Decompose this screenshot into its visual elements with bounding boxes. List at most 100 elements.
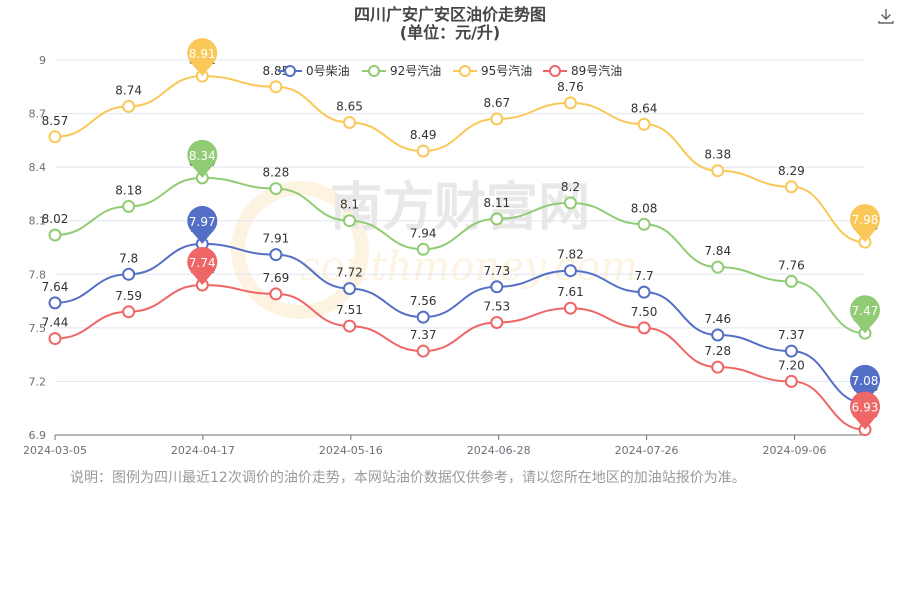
data-label: 8.57 [42, 114, 69, 128]
data-label: 8.76 [557, 80, 584, 94]
data-label: 7.82 [557, 248, 584, 262]
pin-marker: 6.93 [850, 391, 880, 430]
x-tick-label: 2024-06-28 [467, 444, 531, 457]
data-point [416, 144, 430, 158]
legend-item-3[interactable]: 89号汽油 [543, 63, 622, 78]
legend-marker [549, 65, 561, 77]
data-point [48, 296, 62, 310]
legend-item-0[interactable]: 0号柴油 [278, 64, 350, 78]
legend-item-1[interactable]: 92号汽油 [362, 63, 441, 78]
download-icon[interactable] [876, 6, 896, 26]
y-tick-label: 6.9 [29, 429, 47, 442]
data-point [711, 360, 725, 374]
data-label: 7.20 [778, 358, 805, 372]
series-3: 7.44 7.59 7.74 7.69 7.51 7.37 7.53 7.61 7.50 7.28… [42, 247, 880, 437]
pin-marker: 8.91 [187, 38, 218, 77]
data-point [563, 96, 577, 110]
data-point [490, 316, 504, 329]
y-tick-label: 8.7 [29, 108, 47, 121]
data-label: 8.49 [410, 128, 437, 142]
data-label: 8.2 [561, 180, 580, 194]
x-tick-label: 2024-05-16 [319, 444, 383, 457]
data-point [711, 260, 725, 274]
x-tick-label: 2024-09-06 [763, 444, 827, 457]
legend-label: 92号汽油 [390, 63, 441, 78]
x-tick-label: 2024-04-17 [171, 444, 235, 457]
data-label: 8.08 [631, 201, 658, 215]
pin-label: 7.47 [852, 304, 879, 318]
chart-note: 说明：图例为四川最近12次调价的油价走势，本网站油价数据仅供参考，请以您所在地区… [70, 470, 746, 486]
legend: 0号柴油 92号汽油 95号汽油 89号汽油 [278, 63, 622, 78]
data-label: 7.46 [704, 312, 731, 326]
data-point [490, 212, 504, 226]
y-tick-label: 7.8 [29, 268, 47, 281]
chart-subtitle: (单位：元/升) [399, 23, 501, 42]
data-label: 8.29 [778, 164, 805, 178]
y-tick-label: 8.1 [29, 215, 47, 228]
y-tick-label: 9 [39, 54, 46, 67]
pin-marker: 8.34 [187, 139, 218, 178]
data-point [637, 285, 651, 299]
data-label: 7.50 [631, 305, 658, 319]
y-tick-label: 7.5 [29, 322, 47, 335]
data-point [122, 199, 136, 213]
data-point [269, 80, 283, 94]
pin-label: 8.91 [189, 47, 216, 61]
series-line [54, 283, 866, 431]
pin-label: 7.74 [189, 256, 216, 270]
data-point [343, 116, 357, 129]
series-1: 8.02 8.18 8.34 8.28 8.1 7.94 8.11 8.2 8.08 7.84 7.… [42, 139, 880, 340]
series-line [54, 75, 866, 244]
data-point [48, 332, 62, 346]
watermark: 南方财富网 southmoney.com [231, 177, 638, 319]
data-point [711, 164, 725, 178]
y-tick-label: 8.4 [29, 161, 47, 174]
data-point [343, 319, 357, 333]
watermark-text-cn: 南方财富网 [330, 177, 590, 238]
data-label: 7.59 [115, 289, 142, 303]
data-label: 8.85 [263, 64, 290, 78]
series-line [54, 176, 866, 335]
data-label: 7.56 [410, 294, 437, 308]
legend-item-2[interactable]: 95号汽油 [453, 63, 532, 78]
data-label: 7.53 [483, 300, 510, 314]
pin-shape [850, 364, 880, 403]
data-point [269, 287, 283, 301]
legend-label: 95号汽油 [481, 63, 532, 78]
pin-label: 7.97 [189, 215, 216, 229]
legend-marker [284, 65, 296, 77]
data-label: 8.18 [115, 183, 142, 197]
data-point [269, 248, 283, 262]
series-0: 7.64 7.8 7.97 7.91 7.72 7.56 7.73 7.82 7.7 7.46 7.… [42, 205, 880, 410]
pin-shape [187, 139, 218, 178]
data-label: 8.1 [340, 198, 359, 212]
data-point [490, 280, 504, 294]
data-point [343, 282, 357, 296]
pin-shape [187, 38, 218, 77]
data-point [784, 180, 798, 194]
x-tick-label: 2024-03-05 [23, 444, 87, 457]
data-label: 7.72 [336, 266, 363, 280]
data-label: 7.7 [635, 269, 654, 283]
pin-shape [850, 391, 880, 430]
data-label: 8.74 [115, 83, 142, 97]
data-label: 7.51 [336, 303, 363, 317]
legend-marker [368, 65, 380, 77]
data-label: 7.37 [410, 328, 437, 342]
chart-title: 四川广安广安区油价走势图 [353, 5, 546, 24]
data-point [490, 112, 504, 126]
data-label: 7.69 [263, 271, 290, 285]
data-point [122, 267, 136, 281]
data-point [48, 130, 62, 144]
data-label: 8.11 [483, 196, 510, 210]
data-point [416, 344, 430, 358]
data-label: 7.91 [263, 232, 290, 246]
data-label: 8.67 [483, 96, 510, 110]
data-label: 8.64 [631, 101, 658, 115]
data-point [784, 374, 798, 388]
pin-label: 7.98 [852, 213, 879, 227]
pin-shape [187, 247, 218, 285]
data-label: 7.84 [704, 244, 731, 258]
data-point [711, 328, 725, 342]
